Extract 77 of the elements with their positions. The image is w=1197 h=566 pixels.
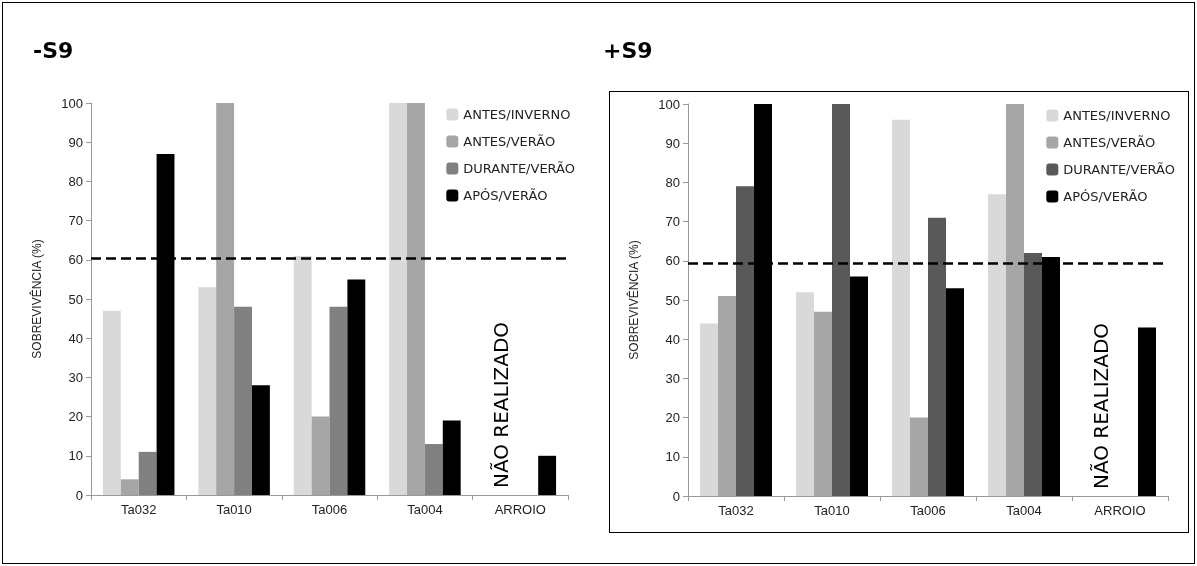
x-tick-label: Ta006: [311, 502, 348, 517]
y-tick-label: 70: [68, 213, 83, 229]
bar: [928, 217, 946, 496]
y-tick-label: 50: [68, 291, 83, 307]
bar: [407, 103, 425, 495]
x-tick-label: Ta032: [120, 502, 157, 517]
legend-label: ANTES/VERÃO: [463, 134, 556, 149]
annotation: NÃO REALIZADO: [1088, 322, 1113, 490]
x-tick-label: Ta006: [910, 503, 946, 518]
legend-label: DURANTE/VERÃO: [463, 161, 576, 176]
annotation: NÃO REALIZADO: [489, 321, 514, 489]
bar: [796, 292, 814, 496]
bar: [850, 276, 868, 496]
bar: [814, 311, 832, 496]
y-tick-label: 80: [665, 174, 680, 190]
x-tick-label: Ta010: [814, 503, 850, 518]
bar: [329, 306, 348, 495]
bar: [234, 306, 252, 495]
bar: [1138, 327, 1156, 496]
bar: [138, 451, 157, 495]
bar: [832, 104, 850, 496]
bar: [424, 444, 443, 495]
bar: [251, 385, 270, 495]
y-tick-label: 10: [68, 448, 83, 464]
legend-label: ANTES/INVERNO: [463, 107, 571, 122]
bar: [347, 279, 366, 495]
bar: [216, 103, 235, 495]
bar: [910, 417, 928, 496]
bar: [538, 455, 557, 495]
legend-label: APÓS/VERÃO: [463, 188, 548, 203]
bar: [718, 296, 736, 496]
bar: [311, 416, 330, 495]
x-tick-label: ARROIO: [1094, 503, 1146, 518]
bar: [293, 255, 312, 495]
y-tick-label: 20: [68, 409, 83, 425]
y-tick-label: 90: [665, 135, 680, 151]
legend-label: APÓS/VERÃO: [1063, 189, 1148, 204]
bar: [1006, 104, 1024, 496]
bar: [892, 119, 910, 496]
bar: [946, 288, 964, 496]
y-tick-label: 30: [68, 369, 83, 385]
y-tick-label: 50: [665, 292, 680, 308]
bar: [1024, 252, 1042, 496]
y-tick-label: 70: [665, 214, 680, 230]
x-tick-label: Ta032: [718, 503, 754, 518]
x-tick-label: Ta004: [407, 502, 443, 517]
legend-label: ANTES/VERÃO: [1063, 135, 1156, 150]
y-tick-label: 60: [665, 253, 680, 269]
bar: [700, 323, 718, 496]
bar: [736, 186, 754, 496]
bar: [198, 287, 217, 495]
y-axis-title: SOBREVIVÊNCIA (%): [29, 239, 44, 359]
x-tick-label: Ta010: [216, 502, 252, 517]
y-tick-label: 30: [665, 370, 680, 386]
y-tick-label: 20: [665, 410, 680, 426]
legend-label: DURANTE/VERÃO: [1063, 162, 1176, 177]
bar: [102, 310, 121, 495]
y-tick-label: 100: [61, 95, 83, 111]
y-tick-label: 10: [665, 449, 680, 465]
y-tick-label: 100: [658, 96, 680, 112]
chart-title: -S9: [33, 38, 74, 63]
x-tick-label: Ta004: [1006, 503, 1042, 518]
y-tick-label: 90: [68, 134, 83, 150]
y-axis-title: SOBREVIVÊNCIA (%): [626, 240, 641, 360]
y-tick-label: 0: [672, 488, 680, 504]
bar: [442, 420, 461, 495]
bar: [988, 194, 1006, 496]
y-tick-label: 60: [68, 252, 83, 268]
chart-title: +S9: [603, 38, 653, 63]
y-tick-label: 40: [68, 330, 83, 346]
legend-label: ANTES/INVERNO: [1063, 108, 1171, 123]
x-tick-label: ARROIO: [494, 502, 546, 517]
y-tick-label: 40: [665, 331, 680, 347]
y-tick-label: 80: [68, 173, 83, 189]
bar: [120, 479, 139, 495]
bar: [389, 103, 408, 495]
y-tick-label: 0: [75, 487, 83, 503]
